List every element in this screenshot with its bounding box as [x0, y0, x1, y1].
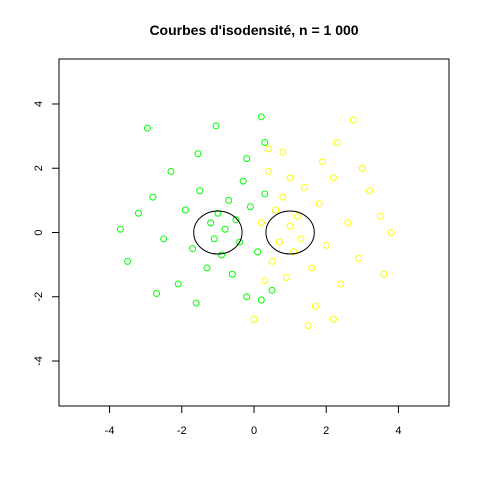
data-point-series-1 [167, 167, 175, 175]
chart-title: Courbes d'isodensité, n = 1 000 [149, 22, 358, 38]
data-point-series-2 [286, 174, 294, 182]
data-point-series-2 [319, 158, 327, 166]
data-point-series-2 [311, 302, 319, 310]
x-tick-label: 4 [395, 425, 401, 437]
data-point-series-2 [337, 280, 345, 288]
data-point-series-2 [308, 264, 316, 272]
data-point-series-1 [174, 280, 182, 288]
data-point-series-1 [192, 299, 200, 307]
data-point-series-1 [189, 245, 197, 253]
data-point-series-2 [279, 148, 287, 156]
data-point-series-2 [279, 193, 287, 201]
data-point-series-2 [257, 219, 265, 227]
data-point-series-1 [268, 286, 276, 294]
plot-frame [58, 58, 450, 407]
data-point-series-1 [221, 225, 229, 233]
data-point-series-2 [293, 212, 301, 220]
data-point-series-1 [124, 257, 132, 265]
data-point-series-2 [315, 200, 323, 208]
data-point-series-2 [290, 248, 298, 256]
data-point-series-1 [181, 206, 189, 214]
data-point-series-1 [214, 209, 222, 217]
data-point-series-2 [380, 270, 388, 278]
y-tick-label: 4 [33, 101, 45, 107]
data-point-series-2 [261, 277, 269, 285]
data-point-series-1 [239, 177, 247, 185]
data-point-series-2 [349, 116, 357, 124]
data-point-series-2 [322, 241, 330, 249]
y-tick-label: 0 [33, 229, 45, 235]
data-point-series-2 [358, 164, 366, 172]
data-point-series-2 [275, 238, 283, 246]
data-point-series-2 [297, 235, 305, 243]
data-point-series-1 [246, 203, 254, 211]
data-point-series-1 [257, 113, 265, 121]
x-tick-label: 0 [251, 425, 257, 437]
data-point-series-1 [134, 209, 142, 217]
x-axis: -4 -2 0 2 4 [105, 405, 402, 437]
data-point-series-1 [261, 190, 269, 198]
data-point-series-1 [225, 196, 233, 204]
data-point-series-1 [203, 264, 211, 272]
data-point-series-2 [304, 322, 312, 330]
data-point-series-2 [329, 174, 337, 182]
data-point-series-1 [143, 124, 151, 132]
data-point-series-1 [232, 216, 240, 224]
data-point-series-1 [228, 270, 236, 278]
data-point-series-2 [301, 184, 309, 192]
data-point-series-2 [376, 212, 384, 220]
data-point-series-1 [243, 293, 251, 301]
data-point-series-2 [366, 187, 374, 195]
data-point-series-1 [218, 251, 225, 259]
data-point-series-2 [264, 167, 272, 175]
data-point-series-1 [194, 150, 202, 158]
isodensity-contour-2 [265, 210, 315, 255]
data-point-series-1 [261, 139, 269, 147]
data-point-series-2 [387, 229, 395, 236]
y-axis: -4 -2 0 2 4 [33, 101, 60, 366]
data-point-series-2 [250, 315, 258, 323]
data-point-series-2 [344, 219, 352, 227]
data-point-series-1 [212, 122, 220, 130]
data-point-series-1 [207, 219, 215, 227]
data-point-series-2 [272, 206, 280, 214]
data-point-series-1 [116, 225, 124, 233]
data-point-series-1 [254, 248, 262, 256]
data-point-series-1 [149, 193, 157, 201]
data-point-series-2 [286, 222, 294, 230]
data-point-series-1 [160, 235, 168, 243]
data-point-series-1 [196, 187, 204, 195]
data-point-series-2 [333, 139, 341, 147]
data-point-series-1 [153, 290, 160, 298]
data-point-series-2 [268, 257, 276, 265]
data-point-series-1 [236, 238, 244, 246]
isodensity-contours [193, 210, 315, 255]
data-point-series-2 [355, 254, 363, 262]
x-tick-label: -4 [105, 425, 115, 437]
data-point-series-1 [243, 155, 251, 163]
x-tick-label: -2 [177, 425, 187, 437]
data-point-series-2 [329, 315, 337, 323]
x-tick-label: 2 [323, 425, 329, 437]
data-point-series-1 [257, 296, 265, 304]
isodensity-contour-1 [193, 210, 243, 255]
y-tick-label: -2 [33, 292, 45, 302]
y-tick-label: -4 [33, 356, 45, 366]
y-tick-label: 2 [33, 165, 45, 171]
data-points [116, 113, 395, 330]
data-point-series-2 [264, 145, 272, 153]
data-point-series-1 [210, 235, 218, 243]
data-point-series-2 [283, 273, 290, 281]
